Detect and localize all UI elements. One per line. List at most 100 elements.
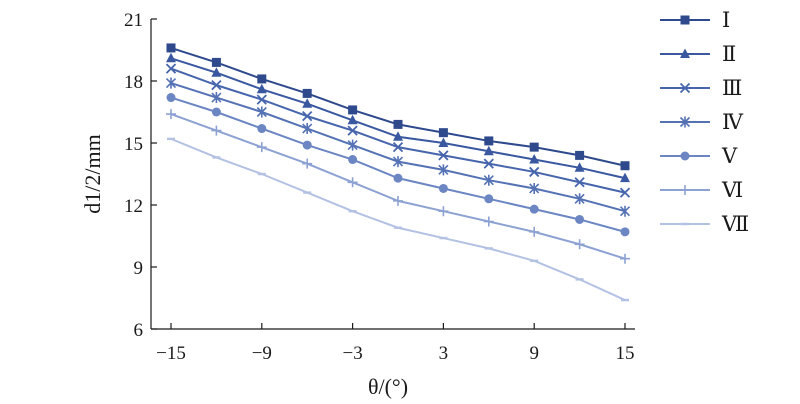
data-point	[347, 177, 358, 188]
data-point	[483, 158, 494, 169]
data-point	[302, 123, 313, 135]
data-point	[575, 150, 585, 160]
data-point	[392, 141, 404, 153]
data-point	[165, 77, 177, 89]
data-point	[166, 109, 176, 120]
data-point	[575, 214, 585, 224]
legend-marker	[679, 116, 691, 128]
legend-item: Ⅶ	[660, 212, 749, 236]
legend-label: Ⅶ	[721, 212, 749, 236]
data-point	[347, 139, 358, 151]
y-tick-label: 12	[124, 196, 143, 217]
data-point	[166, 93, 176, 103]
data-point	[302, 140, 312, 150]
data-point	[529, 142, 539, 152]
series-7	[167, 137, 629, 302]
legend-marker	[679, 82, 691, 94]
y-tick-label: 9	[134, 258, 144, 279]
data-point	[211, 92, 222, 104]
legend-item: Ⅵ	[660, 178, 743, 202]
data-point	[302, 88, 312, 98]
data-point	[619, 187, 631, 198]
data-point	[438, 150, 449, 161]
series-3	[165, 63, 631, 198]
y-tick-label: 18	[124, 72, 143, 93]
data-point	[620, 227, 630, 237]
data-point	[302, 110, 313, 122]
data-point	[483, 216, 494, 227]
data-point	[211, 57, 221, 67]
legend-item: Ⅴ	[660, 144, 738, 168]
x-tick-label: −9	[252, 343, 272, 364]
data-point	[529, 154, 540, 164]
data-point	[393, 173, 403, 183]
y-tick-label: 21	[124, 10, 143, 31]
data-point	[483, 145, 494, 156]
series-2	[166, 52, 630, 183]
data-point	[302, 98, 313, 108]
data-point	[257, 124, 267, 134]
x-tick-label: −3	[342, 343, 362, 364]
data-point	[211, 79, 222, 91]
data-point	[574, 162, 585, 172]
data-point	[438, 164, 449, 176]
data-point	[256, 106, 267, 118]
data-point	[438, 137, 449, 147]
axes	[150, 19, 635, 330]
data-point	[483, 174, 494, 186]
series-5	[166, 93, 630, 237]
data-point	[257, 74, 267, 84]
x-tick-label: 9	[529, 343, 539, 364]
series-1	[166, 43, 630, 171]
data-point	[620, 253, 630, 264]
series-4	[165, 77, 631, 217]
data-point	[393, 195, 403, 206]
data-point	[256, 83, 267, 94]
data-point	[529, 226, 540, 237]
data-point	[529, 166, 540, 178]
legend-item: Ⅰ	[660, 8, 730, 32]
data-point	[438, 183, 448, 193]
data-point	[574, 239, 585, 250]
x-axis-title: θ/(°)	[368, 374, 408, 399]
series-layer	[165, 43, 631, 302]
legend-label: Ⅲ	[722, 76, 742, 100]
data-point	[166, 43, 176, 53]
data-point	[393, 119, 403, 129]
data-point	[166, 52, 176, 63]
data-point	[620, 161, 630, 171]
data-point	[256, 142, 267, 153]
data-point	[211, 125, 222, 136]
legend-label: Ⅰ	[722, 8, 730, 32]
data-point	[211, 107, 221, 117]
data-point	[393, 131, 403, 141]
data-point	[256, 94, 267, 105]
data-point	[620, 172, 630, 183]
data-point	[302, 158, 313, 169]
data-point	[574, 177, 585, 188]
legend-item: Ⅱ	[660, 42, 736, 66]
data-point	[529, 204, 539, 214]
x-tick-label: 3	[439, 343, 449, 364]
y-axis-title: d1/2/mm	[80, 134, 105, 213]
legend-item: Ⅳ	[660, 110, 744, 134]
legend-marker	[680, 185, 690, 195]
data-point	[438, 206, 449, 217]
x-tick-label: 15	[616, 343, 635, 364]
data-point	[484, 136, 494, 146]
data-point	[484, 194, 494, 204]
data-point	[348, 155, 358, 165]
legend: Ⅰ Ⅱ Ⅲ Ⅳ Ⅴ Ⅵ Ⅶ	[660, 8, 749, 236]
legend-marker	[680, 48, 690, 58]
series-6	[166, 109, 630, 264]
legend-label: Ⅵ	[721, 178, 743, 202]
data-point	[392, 156, 404, 168]
y-tick-label: 6	[134, 320, 144, 341]
legend-label: Ⅱ	[722, 42, 736, 66]
x-tick-label: −15	[156, 343, 186, 364]
data-point	[347, 114, 358, 125]
data-point	[619, 205, 631, 217]
data-point	[347, 125, 358, 136]
